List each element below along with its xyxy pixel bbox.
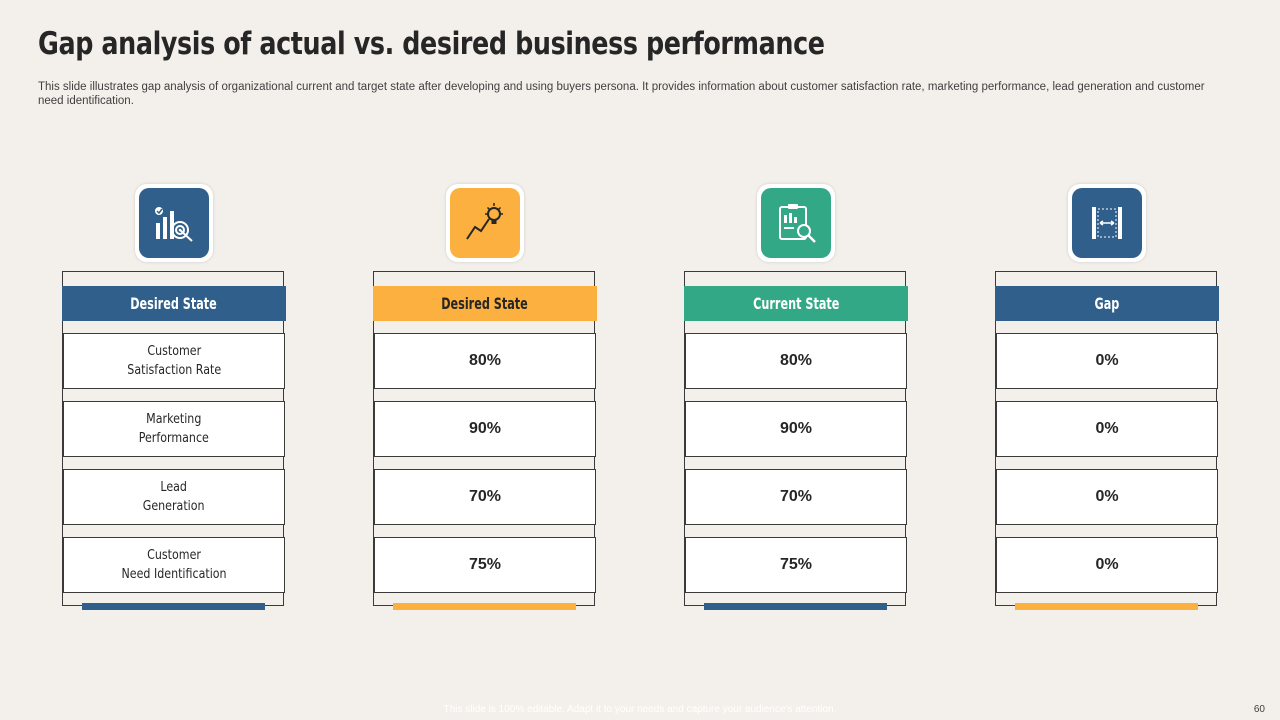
accent-bar	[704, 603, 887, 610]
metric-label: Marketing Performance	[63, 401, 285, 457]
value-cell: 90%	[685, 401, 907, 457]
metric-label: Customer Satisfaction Rate	[63, 333, 285, 389]
metric-label: Lead Generation	[63, 469, 285, 525]
metric-label: Customer Need Identification	[63, 537, 285, 593]
page-number: 60	[1253, 704, 1265, 715]
value-cell: 80%	[685, 333, 907, 389]
column-header: Desired State	[62, 286, 286, 321]
value-cell: 90%	[374, 401, 596, 457]
value-cell: 0%	[996, 401, 1218, 457]
value-cell: 75%	[374, 537, 596, 593]
column-metrics: Desired State Customer Satisfaction Rate…	[62, 184, 286, 614]
accent-bar	[1015, 603, 1198, 610]
footer-note: This slide is 100% editable. Adapt it to…	[443, 704, 837, 715]
value-cell: 70%	[685, 469, 907, 525]
page-subtitle: This slide illustrates gap analysis of o…	[38, 81, 1205, 107]
column-gap: Gap 0% 0% 0% 0%	[995, 184, 1219, 614]
value-cell: 75%	[685, 537, 907, 593]
gap-measure-icon	[1072, 188, 1142, 258]
column-current-state: Current State 80% 90% 70% 75%	[684, 184, 908, 614]
accent-bar	[393, 603, 576, 610]
value-cell: 70%	[374, 469, 596, 525]
value-cell: 0%	[996, 333, 1218, 389]
column-header: Gap	[995, 286, 1219, 321]
column-desired-state: Desired State 80% 90% 70% 75%	[373, 184, 597, 614]
accent-bar	[82, 603, 265, 610]
page-title: Gap analysis of actual vs. desired busin…	[38, 26, 825, 62]
value-cell: 0%	[996, 469, 1218, 525]
column-header: Current State	[684, 286, 908, 321]
growth-lightbulb-icon	[450, 188, 520, 258]
column-header: Desired State	[373, 286, 597, 321]
value-cell: 0%	[996, 537, 1218, 593]
clipboard-analysis-icon	[761, 188, 831, 258]
chart-target-icon	[139, 188, 209, 258]
value-cell: 80%	[374, 333, 596, 389]
